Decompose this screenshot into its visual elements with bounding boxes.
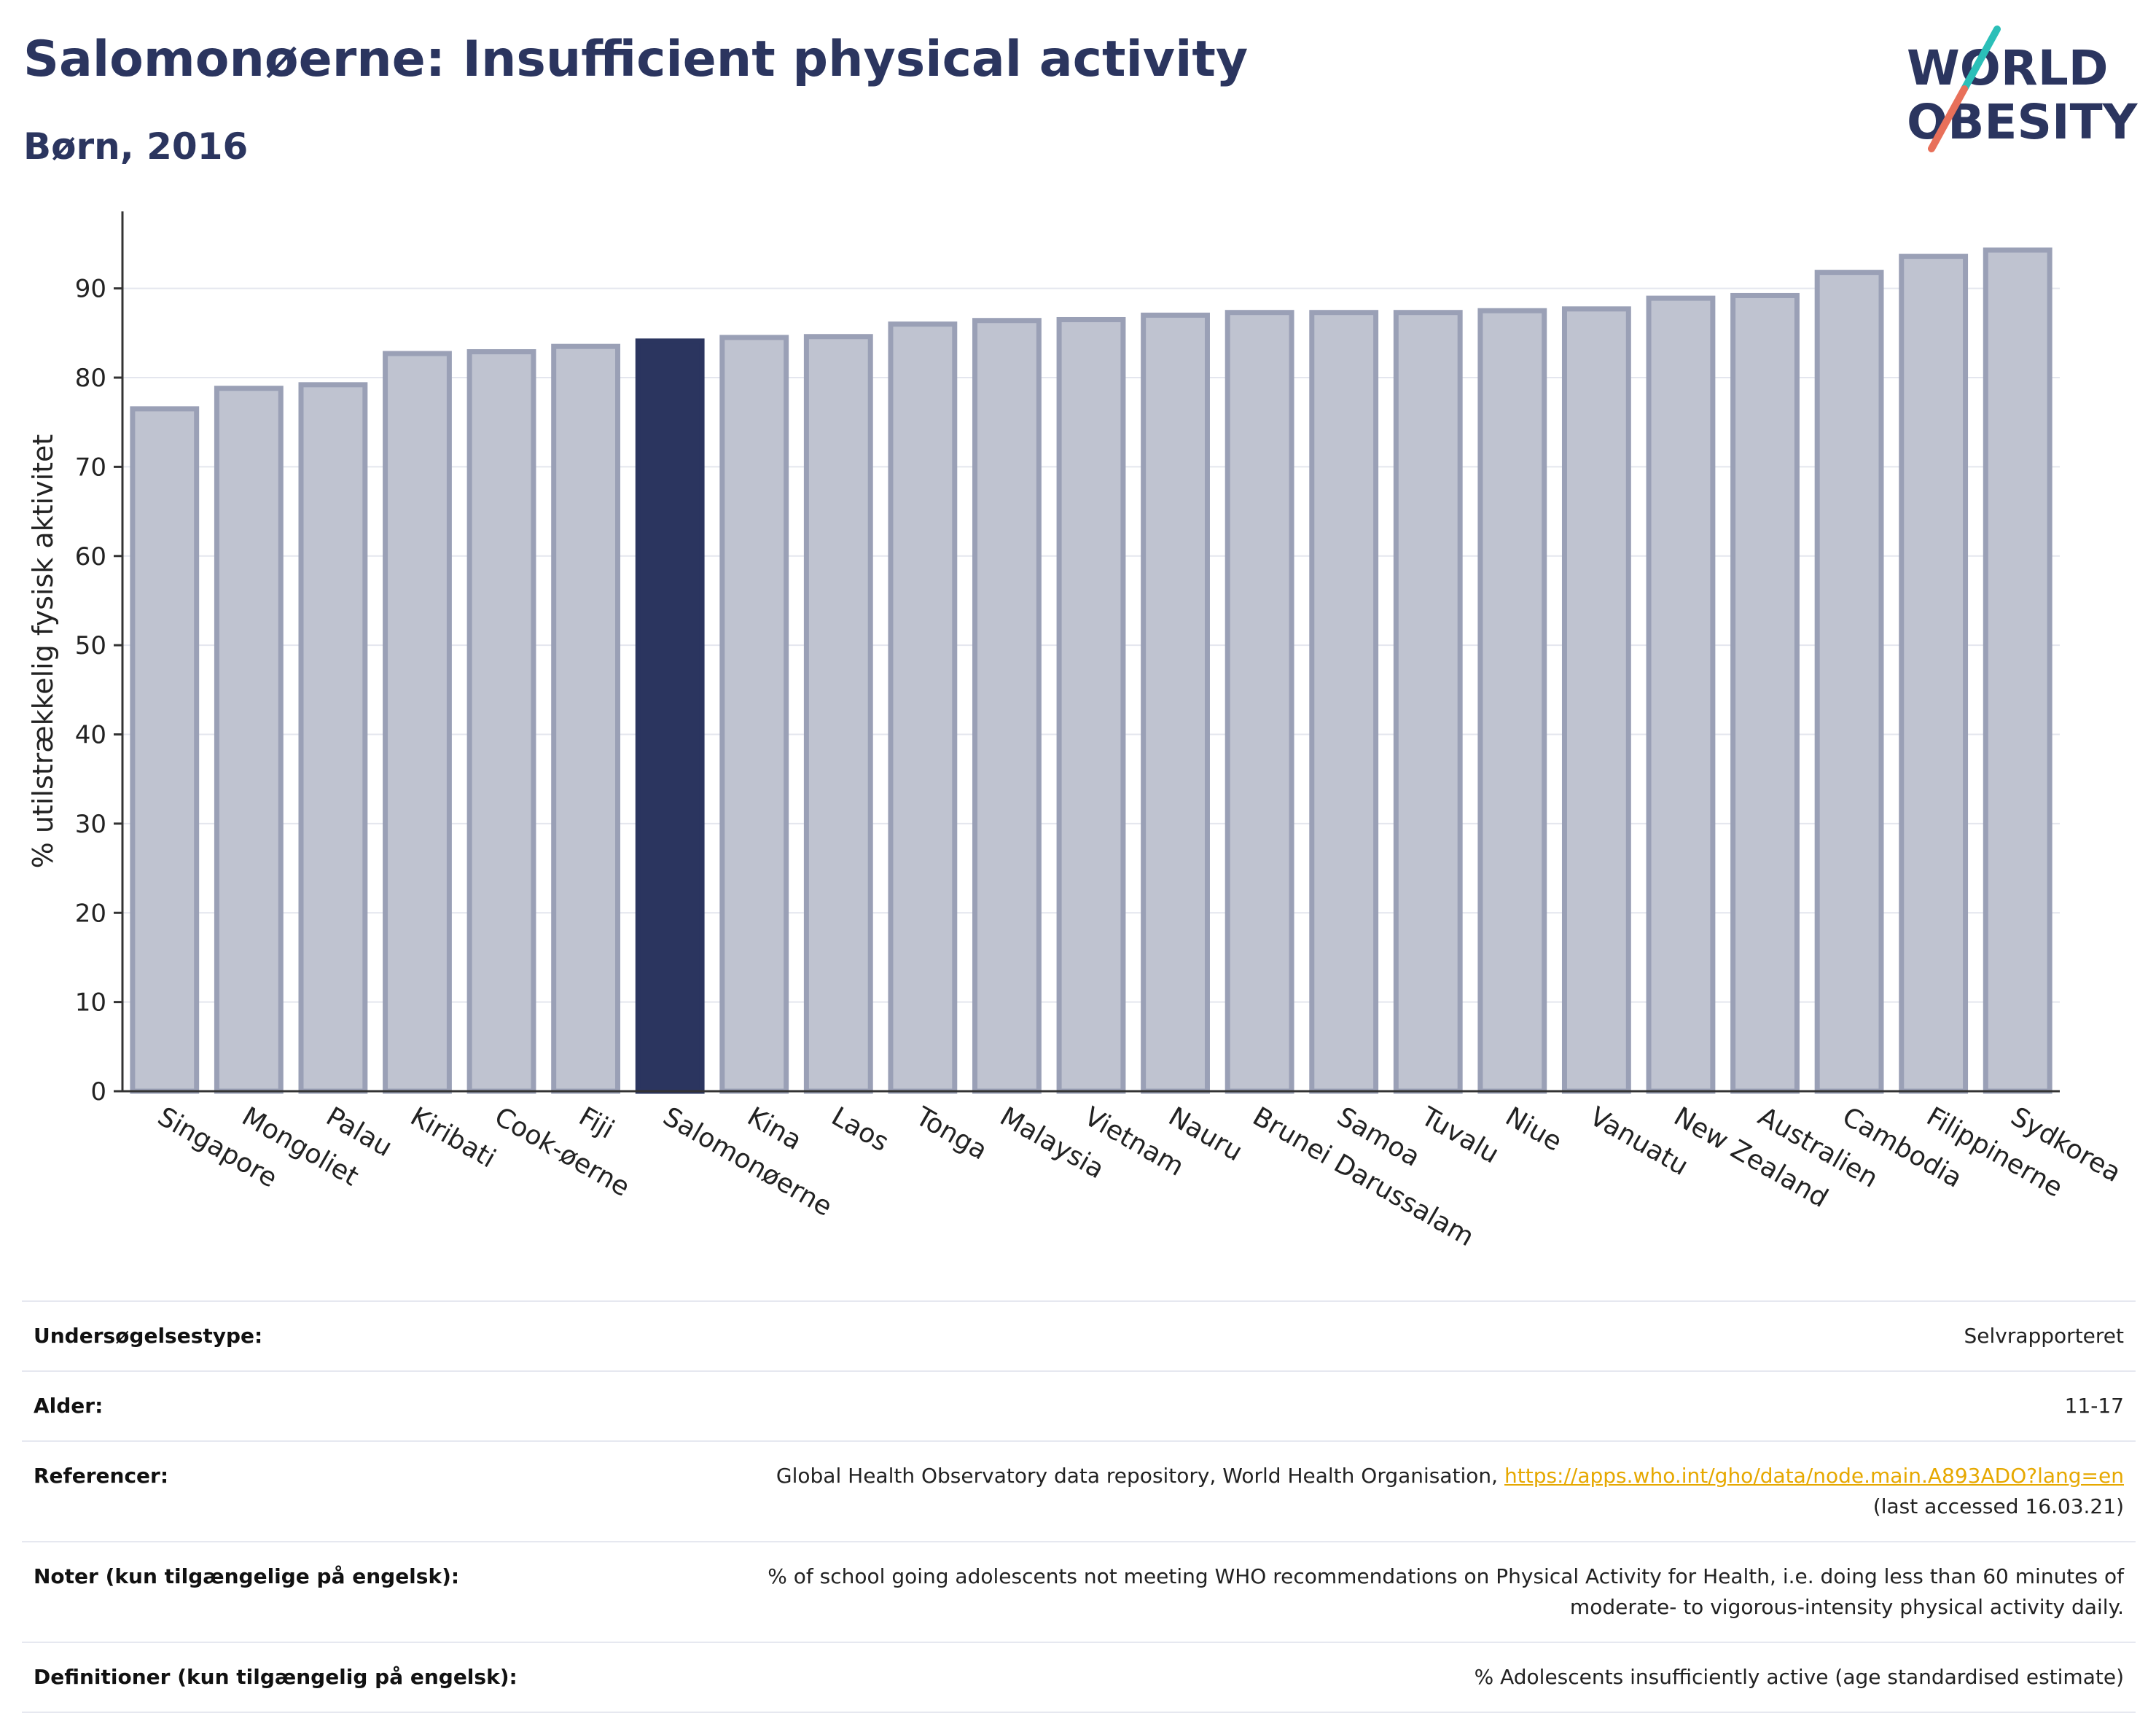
x-tick-label: Niue	[1500, 1101, 1566, 1157]
info-value-notes: % of school going adolescents not meetin…	[599, 1541, 2136, 1643]
bar-singapore	[130, 406, 200, 1094]
info-label-age: Alder:	[22, 1370, 599, 1442]
reference-accessed: (last accessed 16.03.21)	[1872, 1494, 2124, 1518]
bar-tonga	[888, 321, 958, 1094]
y-axis-title: % utilstrækkelig fysisk aktivitet	[27, 434, 59, 869]
table-row: Alder: 11-17	[22, 1370, 2136, 1442]
info-label-definitions: Definitioner (kun tilgængelig på engelsk…	[22, 1642, 599, 1713]
info-value-survey-type: Selvrapporteret	[599, 1300, 2136, 1372]
info-value-age: 11-17	[599, 1370, 2136, 1442]
x-tick-label: Tuvalu	[1415, 1101, 1504, 1170]
y-tick-label: 10	[75, 988, 106, 1018]
bars	[130, 247, 2053, 1094]
bar-kiribati	[383, 351, 452, 1094]
y-tick-label: 50	[75, 631, 106, 660]
bar-australien	[1730, 292, 1800, 1094]
table-row: Referencer: Global Health Observatory da…	[22, 1440, 2136, 1542]
y-tick-label: 30	[75, 810, 106, 839]
x-tick-label: Tonga	[910, 1101, 993, 1166]
bar-sydkorea	[1983, 247, 2053, 1094]
bar-laos	[803, 334, 873, 1094]
info-label-notes: Noter (kun tilgængelige på engelsk):	[22, 1541, 599, 1643]
table-row: Definitioner (kun tilgængelig på engelsk…	[22, 1642, 2136, 1713]
info-label-survey-type: Undersøgelsestype:	[22, 1300, 599, 1372]
logo-line1: WORLD	[1907, 40, 2109, 96]
bar-palau	[298, 382, 368, 1094]
notes-line1: % of school going adolescents not meetin…	[768, 1564, 2124, 1588]
world-obesity-logo: WORLD OBESITY	[1907, 26, 2139, 152]
y-tick-label: 60	[75, 542, 106, 571]
y-tick-label: 90	[75, 275, 106, 304]
bar-vanuatu	[1561, 306, 1631, 1094]
table-row: Undersøgelsestype: Selvrapporteret	[22, 1300, 2136, 1372]
info-table: Undersøgelsestype: Selvrapporteret Alder…	[22, 1300, 2136, 1713]
bar-malaysia	[972, 318, 1042, 1094]
reference-link[interactable]: https://apps.who.int/gho/data/node.main.…	[1504, 1464, 2124, 1488]
y-tick-label: 40	[75, 721, 106, 750]
bar-cook-øerne	[466, 349, 536, 1094]
y-axis-ticks: 0 10 20 30 40 50 60 70 80 90	[75, 275, 122, 1107]
bar-kina	[719, 335, 789, 1094]
bar-brunei-darussalam	[1225, 310, 1294, 1094]
chart-title: Salomonøerne: Insufficient physical acti…	[23, 31, 1249, 88]
bar-fiji	[551, 343, 621, 1094]
x-tick-label: Laos	[827, 1101, 894, 1158]
bar-nauru	[1141, 312, 1210, 1094]
notes-line2: moderate- to vigorous-intensity physical…	[1569, 1595, 2124, 1619]
bar-samoa	[1309, 310, 1379, 1094]
bar-salomonøerne	[635, 338, 705, 1094]
logo-slash-top	[1961, 26, 2001, 93]
bar-chart: 0 10 20 30 40 50 60 70 80 90 SingaporeMongolietPa…	[27, 211, 2126, 1252]
bar-new-zealand	[1646, 295, 1716, 1094]
chart-subtitle: Børn, 2016	[23, 125, 249, 168]
x-tick-label: Fiji	[574, 1101, 619, 1145]
bar-vietnam	[1056, 316, 1126, 1094]
reference-text: Global Health Observatory data repositor…	[776, 1464, 1504, 1488]
info-value-definitions: % Adolescents insufficiently active (age…	[599, 1642, 2136, 1713]
info-value-references: Global Health Observatory data repositor…	[599, 1440, 2136, 1542]
bar-tuvalu	[1393, 310, 1463, 1094]
bar-cambodia	[1814, 270, 1884, 1094]
y-tick-label: 20	[75, 899, 106, 928]
y-tick-label: 70	[75, 453, 106, 482]
bar-niue	[1477, 308, 1547, 1094]
bar-filippinerne	[1899, 254, 1969, 1094]
table-row: Noter (kun tilgængelige på engelsk): % o…	[22, 1541, 2136, 1643]
info-label-references: Referencer:	[22, 1440, 599, 1542]
y-tick-label: 80	[75, 364, 106, 393]
x-tick-label: Kiribati	[405, 1101, 501, 1174]
bar-mongoliet	[214, 386, 284, 1094]
logo-slash-bottom	[1928, 85, 1968, 152]
y-tick-label: 0	[90, 1077, 106, 1107]
